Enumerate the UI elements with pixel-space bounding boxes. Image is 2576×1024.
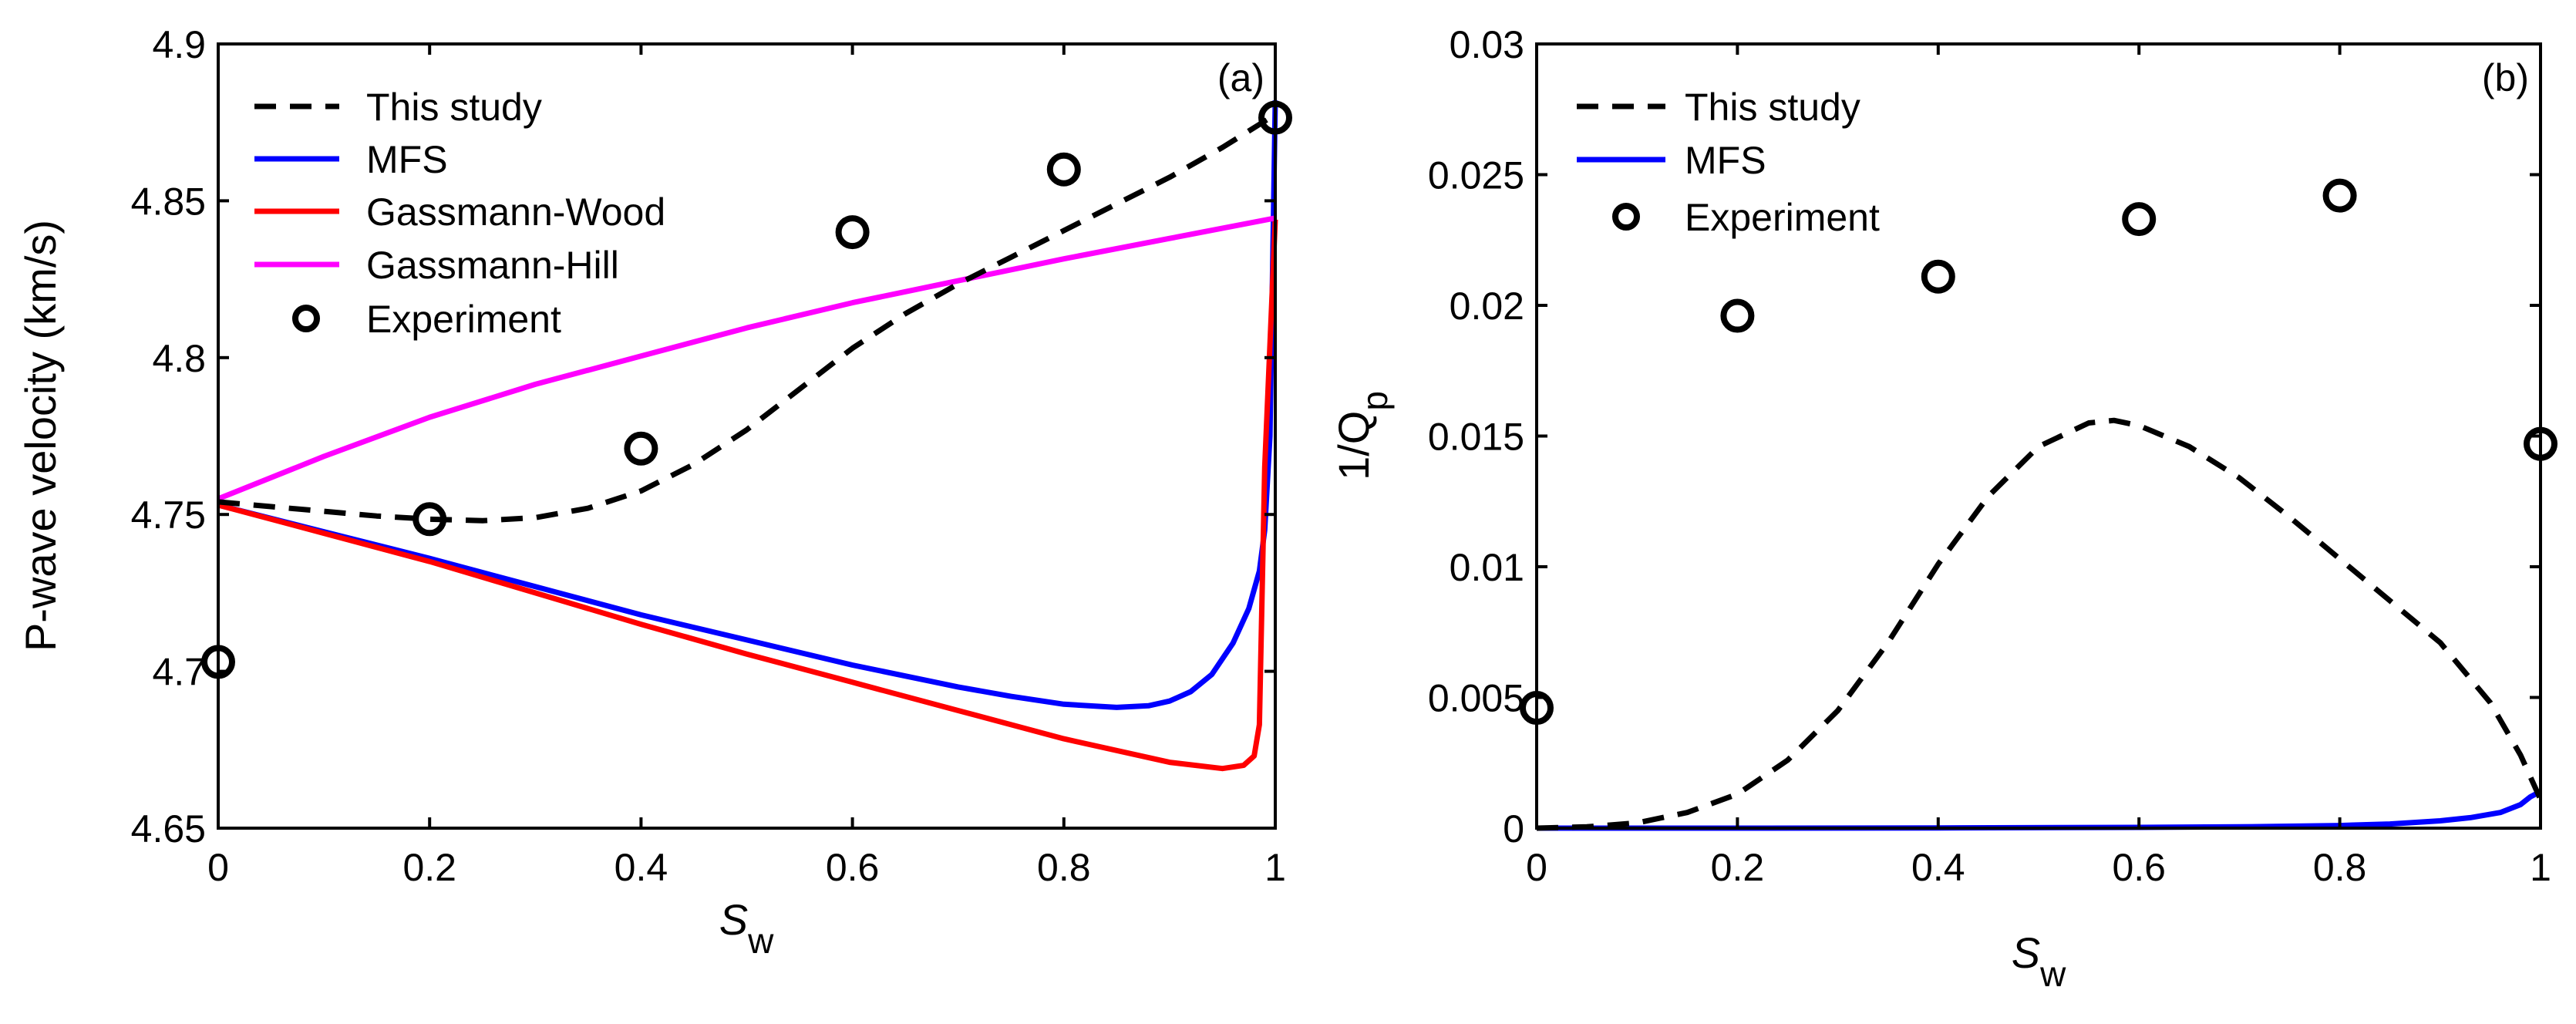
panel-a-ytick-label: 4.9: [152, 23, 206, 66]
panel-b: 0 0.2 0.4 0.6 0.8 1 0 0.005 0.01 0.015 0.02 0.025 0.…: [1329, 23, 2557, 994]
panel-b-series-experiment-marker: [1720, 298, 1755, 333]
panel-a-series-this-study-line: [217, 112, 1277, 524]
panel-b-ylabel-main: 1/Q: [1329, 411, 1378, 480]
legend-b-marker-experiment: [1612, 203, 1640, 231]
panel-b-xtick-label: 0.6: [2112, 846, 2166, 889]
panel-b-series-experiment-marker: [2322, 178, 2357, 213]
panel-a-series-experiment-marker: [624, 431, 658, 466]
panel-a-ytick-label: 4.7: [152, 651, 206, 694]
panel-a-label: (a): [1217, 56, 1264, 99]
panel-b-xtick-label: 1: [2530, 846, 2551, 889]
legend-a-label-gassmann-hill: Gassmann-Hill: [366, 244, 619, 287]
panel-b-series-experiment-marker: [2122, 202, 2157, 237]
panel-a-xtick-label: 0.2: [402, 846, 456, 889]
panel-a-series-gassmann-wood-line: [217, 219, 1278, 772]
legend-a-marker-experiment: [292, 305, 320, 332]
panel-a-ytick-label: 4.65: [131, 807, 206, 851]
panel-a-series-experiment-marker: [1046, 152, 1081, 187]
panel-a-xlabel-main: S: [719, 895, 748, 944]
panel-b-xlabel-sub: w: [2039, 954, 2066, 994]
panel-b-legend: This study MFS Experiment: [1577, 86, 1880, 239]
legend-a-label-this-study: This study: [366, 86, 542, 129]
panel-a-xtick-label: 0.8: [1037, 846, 1091, 889]
panel-a-xtick-label: 0.6: [826, 846, 880, 889]
panel-b-ylabel-sub: p: [1355, 391, 1395, 411]
panel-b-ytick-label: 0.01: [1450, 546, 1524, 589]
panel-b-series-experiment-marker: [1921, 259, 1955, 294]
panel-b-label: (b): [2482, 56, 2529, 99]
panel-a-xtick-label: 1: [1264, 846, 1286, 889]
panel-a-legend: This study MFS Gassmann-Wood Gassmann-Hi…: [254, 86, 665, 341]
panel-a-series-experiment-marker: [835, 215, 870, 250]
panel-b-ytick-label: 0.005: [1428, 677, 1524, 720]
panel-a-ylabel: P-wave velocity (km/s): [16, 220, 65, 652]
panel-b-axes: 0 0.2 0.4 0.6 0.8 1 0 0.005 0.01 0.015 0.02 0.025 0.…: [1428, 23, 2551, 889]
panel-b-ylabel: 1/Qp: [1329, 391, 1395, 480]
panel-a-series-mfs-line: [217, 100, 1278, 710]
legend-a-label-mfs: MFS: [366, 138, 448, 181]
panel-a-xtick-label: 0.4: [615, 846, 668, 889]
panel-b-ytick-label: 0.015: [1428, 416, 1524, 459]
panel-a-axes: 0 0.2 0.4 0.6 0.8 1 4.65 4.7 4.75 4.8 4.85 4.9: [131, 23, 1286, 889]
legend-b-label-experiment: Experiment: [1685, 196, 1880, 239]
panel-a-xlabel-sub: w: [747, 921, 774, 961]
panel-b-xlabel-main: S: [2012, 928, 2040, 977]
panel-a-xlabel: Sw: [719, 895, 774, 961]
panel-b-series-this-study-line: [1536, 417, 2544, 831]
legend-a-label-gassmann-wood: Gassmann-Wood: [366, 190, 665, 234]
panel-b-ytick-label: 0.025: [1428, 154, 1524, 197]
panel-a-ytick-label: 4.8: [152, 337, 206, 380]
legend-b-label-this-study: This study: [1685, 86, 1860, 129]
panel-a-frame: [217, 42, 1277, 830]
panel-a: 0 0.2 0.4 0.6 0.8 14.654.74.754.84.854.9 (a) …: [16, 23, 1292, 961]
panel-b-ytick-label: 0.03: [1450, 23, 1524, 66]
panel-a-series-experiment-marker: [412, 502, 447, 537]
panel-b-xtick-label: 0: [1526, 846, 1547, 889]
panel-b-xlabel: Sw: [2012, 928, 2066, 994]
panel-b-ytick-label: 0.02: [1450, 285, 1524, 328]
legend-a-label-experiment: Experiment: [366, 298, 561, 341]
panel-a-ytick-label: 4.75: [131, 493, 206, 537]
panel-b-ytick-label: 0: [1503, 807, 1524, 851]
panel-a-series-gassmann-hill-line: [217, 215, 1276, 502]
panel-a-xtick-label: 0: [207, 846, 229, 889]
panel-b-xtick-label: 0.8: [2313, 846, 2367, 889]
panel-b-xtick-label: 0.2: [1711, 846, 1765, 889]
legend-b-label-mfs: MFS: [1685, 139, 1766, 182]
panel-b-xtick-label: 0.4: [1911, 846, 1965, 889]
panel-a-ytick-label: 4.85: [131, 180, 206, 223]
panel-a-data: [201, 100, 1292, 772]
